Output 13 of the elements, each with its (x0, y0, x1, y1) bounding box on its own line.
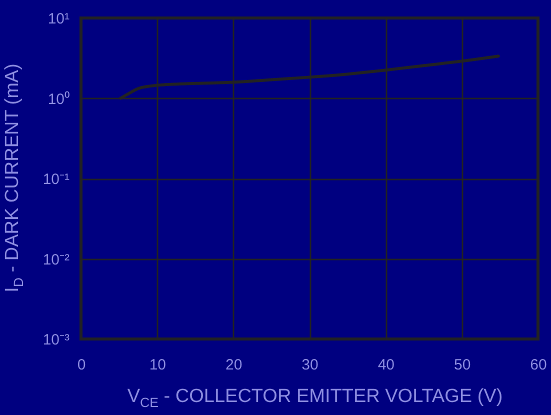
x-tick-label: 30 (302, 356, 318, 374)
x-tick-label: 10 (149, 356, 166, 374)
y-tick-label: 10¹ (48, 10, 70, 28)
y-tick-label: 10⁻² (42, 251, 70, 268)
x-tick-label: 60 (530, 356, 547, 374)
x-tick-label: 50 (454, 356, 471, 374)
x-tick-label: 0 (77, 356, 86, 374)
y-tick-label: 10⁻³ (42, 332, 70, 348)
y-tick-label: 10⁻¹ (42, 171, 70, 188)
y-tick-label: 10⁰ (48, 90, 70, 108)
x-axis-title: V$_{CE}$ - COLLECTOR EMITTER VOLTAGE (V) (127, 386, 503, 410)
x-tick-label: 20 (225, 356, 242, 374)
x-tick-label: 40 (378, 356, 395, 374)
